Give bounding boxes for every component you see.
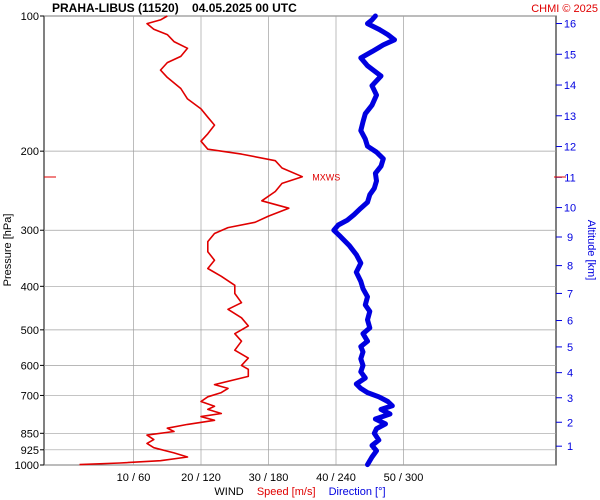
pressure-tick-label: 850 [21,428,39,440]
altitude-tick-label: 12 [564,142,576,154]
x-tick-label: 40 / 240 [316,472,356,484]
y-axis-right-label: Altitude [km] [585,220,597,281]
pressure-tick-label: 500 [21,325,39,337]
chart-title: PRAHA-LIBUS (11520) 04.05.2025 00 UTC [52,1,297,15]
altitude-tick-label: 13 [564,111,576,123]
pressure-tick-label: 925 [21,445,39,457]
x-tick-label: 20 / 120 [181,472,221,484]
altitude-tick-label: 4 [567,368,573,380]
altitude-tick-label: 16 [564,19,576,31]
pressure-tick-label: 1000 [15,460,39,472]
speed-series-line [79,15,304,466]
x-axis-label: WIND Speed [m/s] Direction [°] [214,486,385,498]
altitude-tick-label: 9 [567,232,573,244]
grid-layer [43,15,557,466]
mxws-annotation: MXWS [312,173,340,183]
altitude-tick-label: 5 [567,342,573,354]
tick-layer: 10 / 60 20 / 120 30 / 180 40 / 240 50 / 300 1… [15,11,577,484]
altitude-tick-label: 7 [567,288,573,300]
pressure-tick-label: 400 [21,281,39,293]
pressure-tick-label: 300 [21,225,39,237]
y-axis-left-label: Pressure [hPa] [2,214,14,287]
altitude-tick-label: 8 [567,261,573,273]
x-axis-label-wind: WIND [214,486,243,498]
pressure-tick-label: 600 [21,360,39,372]
series-layer [79,13,397,468]
x-tick-label: 50 / 300 [384,472,424,484]
pressure-tick-label: 700 [21,390,39,402]
pressure-tick-label: 200 [21,146,39,158]
altitude-tick-label: 14 [564,80,576,92]
x-tick-label: 10 / 60 [117,472,151,484]
x-tick-label: 30 / 180 [249,472,289,484]
altitude-tick-label: 15 [564,49,576,61]
altitude-tick-label: 10 [564,203,576,215]
altitude-tick-label: 1 [567,441,573,453]
altitude-tick-label: 11 [564,172,575,184]
altitude-tick-label: 6 [567,316,573,328]
altitude-tick-label: 3 [567,393,573,405]
pressure-tick-label: 100 [21,11,39,23]
x-axis-label-speed: Speed [m/s] [257,486,316,498]
x-axis-label-direction: Direction [°] [329,486,386,498]
direction-series-line [331,13,397,468]
credit-label: CHMI © 2025 [531,3,598,15]
altitude-tick-label: 2 [567,417,573,429]
